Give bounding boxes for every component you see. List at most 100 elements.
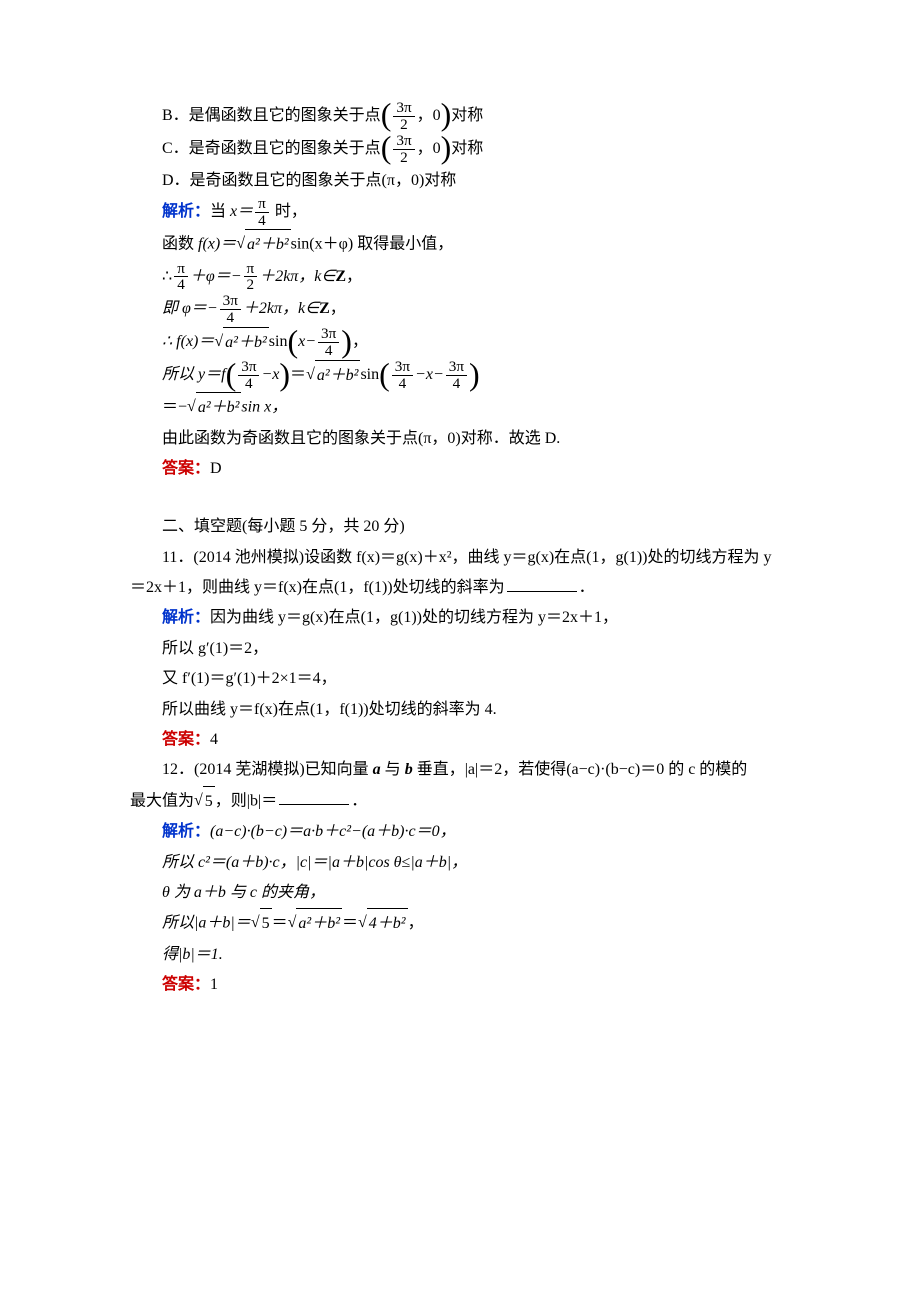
analysis-line-7: ＝−a²＋b²sin x， xyxy=(130,392,810,423)
fraction: 3π4 xyxy=(238,359,259,392)
q12-stem-b: 最大值为5，则|b|＝ ． xyxy=(130,786,810,817)
text: (a−c)·(b−c)＝a·b＋c²−(a＋b)·c＝0， xyxy=(210,823,456,840)
text: 垂直，|a|＝2，若使得(a−c)·(b−c)＝0 的 c 的模的 xyxy=(413,761,748,778)
analysis-line-1: 解析：当 x＝π4 时， xyxy=(130,196,810,229)
option-b-prefix: B．是偶函数且它的图象关于点 xyxy=(162,107,381,124)
q11-answer: 答案：4 xyxy=(130,725,810,755)
comma: ， xyxy=(408,915,424,932)
option-d: D．是奇函数且它的图象关于点(π，0)对称 xyxy=(130,166,810,196)
option-b: B．是偶函数且它的图象关于点(3π2，0)对称 xyxy=(130,100,810,133)
comma: ， xyxy=(417,107,433,124)
q11-analysis-1: 解析：因为曲线 y＝g(x)在点(1，g(1))处的切线方程为 y＝2x＋1， xyxy=(130,603,810,633)
text: 时， xyxy=(271,203,307,220)
analysis-line-4: 即 φ＝−3π4＋2kπ，k∈Z， xyxy=(130,293,810,326)
q12-stem-a: 12．(2014 芜湖模拟)已知向量 a 与 b 垂直，|a|＝2，若使得(a−… xyxy=(130,755,810,785)
zero: 0 xyxy=(433,107,441,124)
eq: ＝ xyxy=(342,915,358,932)
option-c-suffix: 对称 xyxy=(451,140,483,157)
text: 所以|a＋b|＝ xyxy=(162,915,251,932)
q11-analysis-4: 所以曲线 y＝f(x)在点(1，f(1))处切线的斜率为 4. xyxy=(130,695,810,725)
q11-stem-b: ＝2x＋1，则曲线 y＝f(x)在点(1，f(1))处切线的斜率为． xyxy=(130,573,810,603)
q12-analysis-3: θ 为 a＋b 与 c 的夹角， xyxy=(130,878,810,908)
sqrt: 5 xyxy=(194,786,215,817)
fraction: 3π4 xyxy=(220,293,241,326)
math: 即 φ＝− xyxy=(162,301,218,318)
fraction: 3π4 xyxy=(392,359,413,392)
fraction: 3π2 xyxy=(393,100,414,133)
fraction: 3π4 xyxy=(318,326,339,359)
analysis-label: 解析： xyxy=(162,203,210,220)
comma: ， xyxy=(352,333,368,350)
math: −x xyxy=(261,366,279,383)
fraction: 3π2 xyxy=(393,133,414,166)
answer-label: 答案： xyxy=(162,460,210,477)
math: sin(x＋φ) 取得最小值， xyxy=(291,235,454,252)
sqrt: a²＋b² xyxy=(288,908,342,939)
math: ∴ f(x)＝ xyxy=(162,333,214,350)
answer-value: 4 xyxy=(210,731,218,748)
analysis-line-6: 所以 y＝f(3π4−x)＝a²＋b²sin(3π4−x−3π4) xyxy=(130,359,810,392)
q12-analysis-2: 所以 c²＝(a＋b)·c，|c|＝|a＋b|cos θ≤|a＋b|， xyxy=(130,848,810,878)
comma: ， xyxy=(346,268,362,285)
math: −x− xyxy=(415,366,444,383)
therefore: ∴ xyxy=(162,268,172,285)
comma: ， xyxy=(417,140,433,157)
math: sin xyxy=(269,333,288,350)
sqrt: a²＋b² xyxy=(214,327,268,358)
fraction: π4 xyxy=(174,261,188,294)
analysis-label: 解析： xyxy=(162,609,210,626)
math: sin x， xyxy=(241,399,287,416)
text: 12．(2014 芜湖模拟)已知向量 xyxy=(162,761,373,778)
option-c: C．是奇函数且它的图象关于点(3π2，0)对称 xyxy=(130,133,810,166)
spacer xyxy=(130,484,810,512)
q12-analysis-5: 得|b|＝1. xyxy=(130,940,810,970)
math: ＝− xyxy=(162,399,187,416)
section-2-title: 二、填空题(每小题 5 分，共 20 分) xyxy=(130,512,810,542)
analysis-line-2: 函数 f(x)＝a²＋b²sin(x＋φ) 取得最小值， xyxy=(130,229,810,260)
zero: 0 xyxy=(433,140,441,157)
text: 因为曲线 y＝g(x)在点(1，g(1))处的切线方程为 y＝2x＋1， xyxy=(210,609,618,626)
sqrt: a²＋b² xyxy=(236,229,290,260)
vec-a: a xyxy=(373,761,381,778)
analysis-line-5: ∴ f(x)＝a²＋b²sin(x−3π4)， xyxy=(130,326,810,359)
math: ＋φ＝− xyxy=(190,268,242,285)
math: x− xyxy=(298,333,316,350)
q11-analysis-3: 又 f′(1)＝g′(1)＋2×1＝4， xyxy=(130,664,810,694)
text: 最大值为 xyxy=(130,792,194,809)
text: ，则|b|＝ xyxy=(215,792,277,809)
document-page: B．是偶函数且它的图象关于点(3π2，0)对称 C．是奇函数且它的图象关于点(3… xyxy=(0,0,920,1302)
math: 所以 y＝f xyxy=(162,366,226,383)
vec-b: b xyxy=(405,761,413,778)
math: ＋2kπ，k∈ xyxy=(259,268,335,285)
answer-line: 答案：D xyxy=(130,454,810,484)
period: ． xyxy=(351,792,367,809)
q12-analysis-4: 所以|a＋b|＝5＝a²＋b²＝4＋b²， xyxy=(130,908,810,939)
fraction: π4 xyxy=(255,196,269,229)
answer-value: D xyxy=(210,460,222,477)
period: ． xyxy=(579,579,595,596)
sqrt: 5 xyxy=(251,908,272,939)
fraction: π2 xyxy=(244,261,258,294)
math: f(x)＝ xyxy=(198,235,236,252)
sqrt: a²＋b² xyxy=(306,360,360,391)
fraction: 3π4 xyxy=(446,359,467,392)
sqrt: a²＋b² xyxy=(187,392,241,423)
math: ＋2kπ，k∈ xyxy=(243,301,319,318)
set-z: Z xyxy=(319,301,330,318)
option-c-prefix: C．是奇函数且它的图象关于点 xyxy=(162,140,381,157)
set-z: Z xyxy=(335,268,346,285)
q12-answer: 答案：1 xyxy=(130,970,810,1000)
fill-blank xyxy=(279,790,349,805)
sqrt: 4＋b² xyxy=(358,908,408,939)
eq: ＝ xyxy=(272,915,288,932)
answer-label: 答案： xyxy=(162,731,210,748)
q11-stem-a: 11．(2014 池州模拟)设函数 f(x)＝g(x)＋x²，曲线 y＝g(x)… xyxy=(130,543,810,573)
text: 与 xyxy=(381,761,405,778)
analysis-label: 解析： xyxy=(162,823,210,840)
analysis-line-8: 由此函数为奇函数且它的图象关于点(π，0)对称．故选 D. xyxy=(130,424,810,454)
math: x＝ xyxy=(230,203,253,220)
math: sin xyxy=(360,366,379,383)
comma: ， xyxy=(330,301,346,318)
answer-label: 答案： xyxy=(162,976,210,993)
fill-blank xyxy=(507,577,577,592)
